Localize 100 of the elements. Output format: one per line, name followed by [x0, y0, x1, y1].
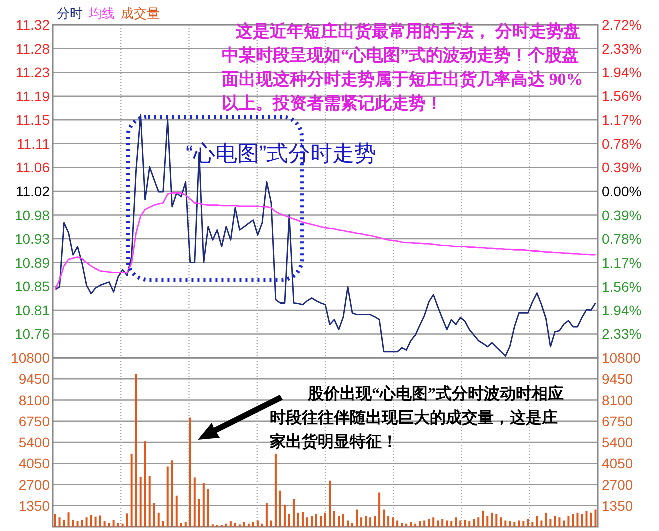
- y-tick-label: 1350: [18, 498, 50, 514]
- text: 成交量: [121, 6, 160, 21]
- bar: [464, 520, 466, 527]
- bar: [446, 520, 448, 527]
- bar: [401, 523, 404, 527]
- bar: [207, 489, 210, 527]
- bar: [338, 516, 340, 527]
- y-tick-label: 6750: [18, 413, 50, 430]
- y2-tick-label: 2.72%: [602, 17, 642, 33]
- y-tick-label: 2700: [18, 476, 50, 493]
- y2-tick-label: 0.39%: [602, 160, 642, 176]
- bar: [315, 514, 318, 527]
- bar: [554, 516, 556, 527]
- bar: [342, 514, 345, 527]
- bar: [532, 522, 534, 527]
- bar: [310, 516, 313, 527]
- y2-tick-label: 1.56%: [602, 88, 642, 104]
- bar: [225, 524, 228, 527]
- y2-tick-label: 1.94%: [602, 302, 642, 318]
- bar: [320, 516, 322, 527]
- bar: [284, 504, 286, 527]
- bar: [252, 522, 254, 527]
- bar: [383, 510, 386, 527]
- bar: [581, 514, 584, 527]
- y2-tick-label: 9450: [602, 371, 634, 388]
- bar: [590, 512, 592, 527]
- y2-tick-label: 10800: [602, 350, 642, 366]
- y2-tick-label: 1.17%: [602, 255, 642, 272]
- bar: [424, 520, 426, 527]
- bar: [576, 512, 579, 527]
- y-tick-label: 10.76: [14, 326, 50, 342]
- bar: [419, 522, 422, 527]
- bar: [230, 522, 232, 527]
- bar: [486, 516, 489, 527]
- y2-tick-label: 2.33%: [602, 326, 642, 342]
- bar: [58, 518, 61, 527]
- bar: [297, 512, 300, 527]
- bar: [144, 442, 146, 527]
- bar: [153, 504, 156, 527]
- bar: [352, 523, 354, 527]
- bar: [437, 520, 440, 527]
- bar: [563, 520, 566, 527]
- bar: [148, 476, 151, 527]
- y-tick-label: 11.23: [16, 64, 50, 81]
- bar: [54, 514, 56, 527]
- bar: [568, 516, 570, 527]
- bar: [248, 524, 250, 527]
- bar: [104, 522, 106, 527]
- bar: [126, 514, 128, 527]
- bar: [509, 522, 512, 527]
- bar: [140, 476, 142, 527]
- bar: [540, 520, 543, 527]
- bar: [482, 510, 484, 527]
- bar: [256, 520, 259, 527]
- y2-tick-label: 1.56%: [602, 278, 642, 295]
- bar: [586, 511, 588, 527]
- bar: [302, 512, 304, 527]
- bar: [491, 512, 494, 527]
- bar: [198, 499, 200, 527]
- bar: [468, 522, 471, 527]
- y-tick-label: 11.15: [16, 112, 50, 128]
- bar: [72, 520, 74, 527]
- bar: [388, 516, 390, 527]
- bar: [94, 516, 97, 527]
- bar: [243, 522, 246, 527]
- y2-tick-label: 1350: [602, 498, 634, 514]
- bar: [234, 523, 236, 527]
- bar: [374, 516, 376, 527]
- bar: [428, 519, 430, 527]
- bar: [261, 524, 264, 527]
- text: 分时: [57, 6, 83, 21]
- y-tick-label: 10.98: [14, 207, 50, 224]
- y-tick-label: 9450: [18, 371, 50, 388]
- bar: [266, 504, 268, 527]
- bar: [274, 454, 277, 527]
- y2-tick-label: 0.39%: [602, 207, 642, 224]
- bar: [112, 520, 115, 527]
- bar: [180, 523, 182, 527]
- bar: [86, 518, 88, 527]
- y-tick-label: 10.89: [14, 254, 50, 271]
- bar: [117, 523, 120, 527]
- bar: [473, 519, 476, 527]
- bar: [292, 499, 295, 527]
- bar: [392, 518, 394, 527]
- y2-tick-label: 0.00%: [602, 184, 642, 200]
- y-tick-label: 8100: [18, 392, 50, 408]
- y2-tick-label: 2700: [602, 476, 634, 493]
- y2-tick-label: 0.78%: [602, 231, 642, 248]
- y-tick-label: 4050: [18, 456, 50, 472]
- bar: [504, 520, 507, 527]
- bar: [162, 522, 164, 527]
- bar: [450, 522, 453, 527]
- bar: [527, 519, 530, 527]
- bar: [334, 511, 336, 527]
- text: 均线: [88, 6, 115, 21]
- bar: [68, 512, 70, 527]
- bar: [410, 522, 412, 527]
- bar: [500, 518, 502, 527]
- bar: [108, 523, 110, 527]
- bar: [184, 522, 187, 527]
